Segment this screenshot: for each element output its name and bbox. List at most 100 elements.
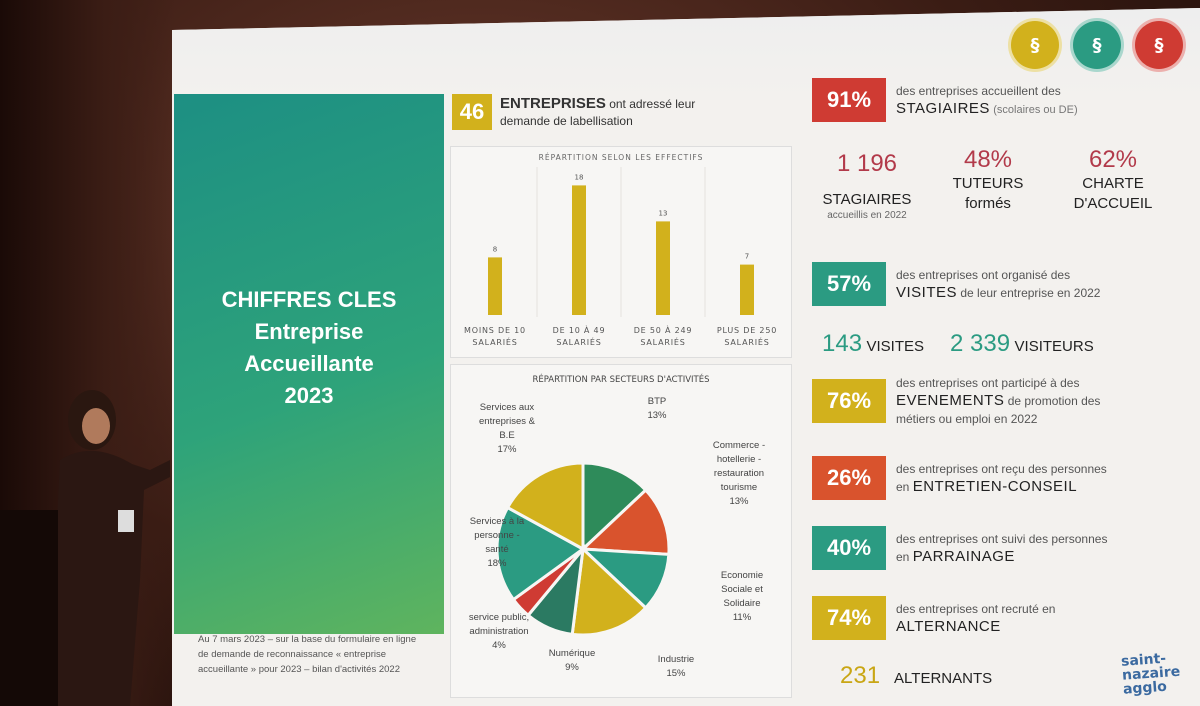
pie-label-value: 13%: [647, 410, 667, 421]
title-panel: CHIFFRES CLES Entreprise Accueillante 20…: [174, 94, 444, 634]
pie-label-text: Solidaire: [723, 598, 761, 609]
pie-slice: [505, 461, 585, 552]
pie-label-industrie: Industrie 15%: [641, 653, 711, 681]
key-figure-label: TUTEURS: [952, 175, 1024, 192]
pie-label-text: entreprises &: [479, 416, 535, 427]
key-figure-value: 1 196: [836, 150, 898, 177]
pie-label-service-public: service public, administration 4%: [451, 611, 547, 653]
pie-label-value: 13%: [729, 496, 749, 507]
companies-header: 46 ENTREPRISES ont adressé leur demande …: [452, 94, 695, 130]
stat-evenements: 76% des entreprises ont participé à des …: [812, 374, 1100, 428]
title-line: Accueillante: [244, 351, 374, 376]
pie-label-text: hotellerie -: [716, 454, 762, 465]
pie-label-text: BTP: [647, 396, 667, 407]
lectern: [0, 510, 58, 706]
pie-chart-panel: RÉPARTITION PAR SECTEURS D'ACTIVITÉS BTP…: [450, 364, 792, 698]
stat-text: des entreprises ont participé à des: [896, 376, 1080, 390]
companies-count: 46: [452, 94, 492, 130]
visitors-label: VISITEURS: [1014, 338, 1094, 355]
stat-percent-tile: 74%: [812, 596, 886, 640]
pie-label-btp: BTP 13%: [627, 395, 687, 423]
presenter-silhouette: [54, 390, 170, 706]
pie-label-text: Commerce -: [712, 440, 766, 451]
stat-keyword: PARRAINAGE: [912, 548, 1015, 565]
pie-label-text: restauration: [713, 468, 765, 479]
stat-keyword: VISITES: [896, 284, 958, 301]
bar-chart-title: RÉPARTITION SELON LES EFFECTIFS: [538, 153, 704, 162]
pie-slice: [570, 545, 648, 637]
key-figure-label: STAGIAIRES: [822, 191, 912, 208]
pie-slice: [581, 461, 648, 553]
stat-text: des entreprises ont organisé des: [896, 268, 1071, 282]
pie-label-text: santé: [485, 544, 509, 555]
key-figures: 1 196 STAGIAIRES accueillis en 2022 48% …: [812, 146, 1172, 250]
stat-stagiaires: 91% des entreprises accueillent des STAG…: [812, 78, 1078, 122]
alternants-value: 231: [840, 662, 881, 689]
pie-label-value: 15%: [666, 668, 686, 679]
pie-chart-title: RÉPARTITION PAR SECTEURS D'ACTIVITÉS: [532, 375, 710, 385]
bar: [572, 185, 586, 315]
bar-category-label: DE 50 À 249: [634, 324, 693, 335]
pie-label-value: 9%: [565, 662, 579, 673]
companies-text: ENTREPRISES ont adressé leur demande de …: [500, 95, 695, 130]
bar: [656, 221, 670, 315]
slide-title: CHIFFRES CLES Entreprise Accueillante 20…: [174, 284, 444, 412]
pie-label-value: 18%: [487, 558, 507, 569]
stat-percent-tile: 57%: [812, 262, 886, 306]
badge-yellow-icon: §: [1008, 18, 1062, 72]
pie-label-text: personne -: [474, 530, 520, 541]
visits-counts: 143 VISITES 2 339 VISITEURS: [822, 330, 1094, 358]
stat-text-pre: en: [896, 480, 913, 494]
key-figure-stagiaires: 1 196 STAGIAIRES accueillis en 2022: [812, 150, 922, 221]
pie-label-text: Services aux: [479, 402, 535, 413]
stat-text-rest: de promotion des: [1004, 394, 1101, 408]
stat-text: métiers ou emploi en 2022: [896, 412, 1038, 426]
companies-keyword: ENTREPRISES: [500, 94, 606, 112]
key-figure-label: D'ACCUEIL: [1073, 195, 1153, 212]
alternants-count: 231 ALTERNANTS: [840, 662, 992, 690]
stat-keyword: STAGIAIRES: [896, 99, 990, 117]
stat-keyword: EVENEMENTS: [896, 392, 1005, 409]
stat-percent-tile: 91%: [812, 78, 886, 122]
bar: [740, 264, 754, 315]
companies-text-rest: ont adressé leur: [605, 96, 696, 111]
title-line: CHIFFRES CLES: [221, 287, 397, 312]
pie-label-value: 4%: [492, 640, 506, 651]
pie-label-text: Services à la: [469, 516, 525, 527]
bar: [488, 257, 502, 315]
key-figure-value: 62%: [1088, 146, 1138, 173]
saint-nazaire-agglo-logo: saint- nazaire agglo: [1121, 649, 1200, 698]
bar-chart-panel: RÉPARTITION SELON LES EFFECTIFS 8 MOINS D…: [450, 146, 792, 358]
stat-parrainage: 40% des entreprises ont suivi des person…: [812, 526, 1107, 570]
bar-value-label: 8: [493, 245, 497, 253]
bar-value-label: 18: [575, 173, 584, 181]
badge-red-icon: §: [1132, 18, 1186, 72]
pie-slice: [579, 488, 671, 556]
pie-label-text: tourisme: [720, 482, 758, 493]
pie-label-text: Industrie: [657, 654, 695, 665]
footnote-line: de demande de reconnaissance « entrepris…: [198, 649, 387, 660]
stat-keyword: ENTRETIEN-CONSEIL: [912, 478, 1078, 495]
visits-label: VISITES: [866, 338, 925, 355]
title-line: 2023: [284, 383, 334, 408]
bar-category-label: PLUS DE 250: [717, 326, 777, 335]
stat-visites: 57% des entreprises ont organisé des VIS…: [812, 262, 1100, 306]
pie-label-text: Sociale et: [721, 584, 763, 595]
pie-label-text: service public,: [468, 612, 530, 623]
projected-slide: § § § CHIFFRES CLES Entreprise Accueilla…: [172, 8, 1200, 706]
stat-text: des entreprises ont recruté en: [896, 602, 1056, 616]
pie-slice: [495, 505, 586, 602]
pie-label-services-entreprises: Services aux entreprises & B.E 17%: [465, 401, 549, 457]
alternants-label: ALTERNANTS: [894, 670, 993, 687]
visits-value: 143: [822, 330, 863, 357]
key-figure-tuteurs: 48% TUTEURS formés: [938, 146, 1038, 214]
pie-label-value: 11%: [732, 612, 752, 623]
label-badges: § § §: [1008, 18, 1186, 72]
stat-text: des entreprises accueillent des: [896, 83, 1061, 98]
stat-text-rest: de leur entreprise en 2022: [957, 286, 1101, 300]
pie-label-text: administration: [469, 626, 529, 637]
pie-label-commerce: Commerce - hotellerie - restauration tou…: [689, 439, 789, 509]
pie-label-text: Numérique: [548, 648, 596, 659]
logo-text: agglo: [1122, 678, 1168, 698]
